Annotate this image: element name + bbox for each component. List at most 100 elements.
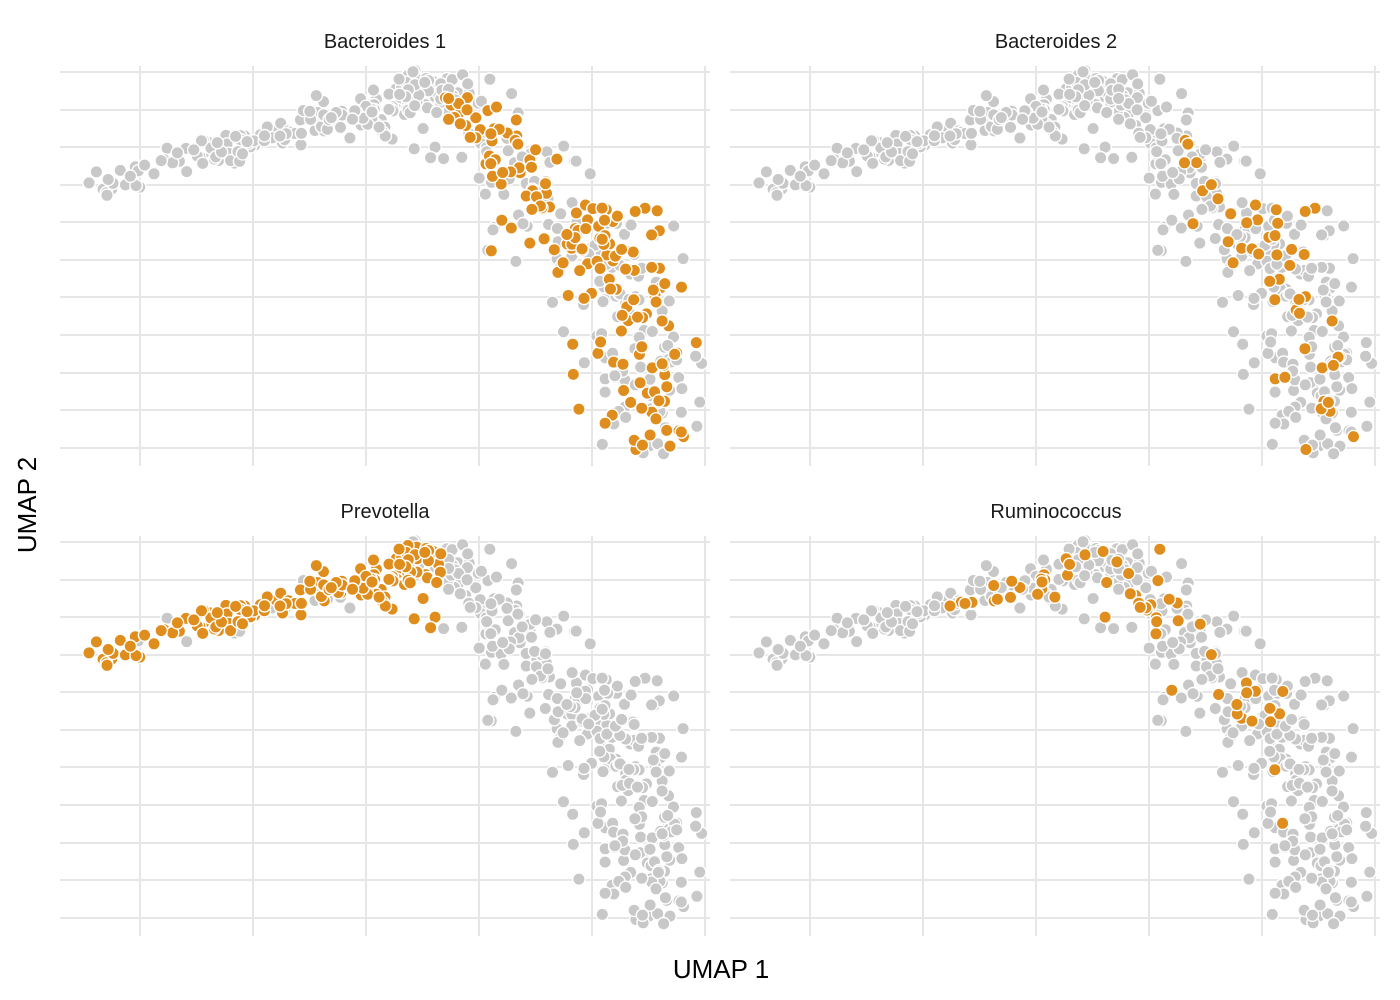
data-point-highlighted <box>623 395 638 410</box>
data-point <box>1223 676 1238 691</box>
data-point <box>482 542 497 557</box>
data-point <box>1242 263 1257 278</box>
data-point <box>543 625 557 640</box>
data-point <box>1215 765 1230 780</box>
data-point <box>345 112 360 127</box>
data-point <box>692 395 707 409</box>
data-point-highlighted <box>598 416 612 431</box>
data-point-highlighted <box>1186 216 1200 231</box>
data-point <box>1345 851 1359 866</box>
data-point-highlighted <box>990 592 1005 607</box>
data-point-highlighted <box>644 260 659 275</box>
data-point-highlighted <box>626 245 641 259</box>
data-point-highlighted <box>1151 573 1165 588</box>
data-point-highlighted <box>595 201 609 216</box>
data-point <box>856 142 871 157</box>
data-point <box>618 880 633 895</box>
data-point <box>1154 126 1168 141</box>
data-point-highlighted <box>689 335 704 350</box>
data-point <box>468 580 483 595</box>
data-point <box>905 616 920 631</box>
data-point <box>633 360 648 374</box>
data-point <box>1270 727 1284 741</box>
data-point-highlighted <box>618 262 633 276</box>
data-point-highlighted <box>495 165 510 180</box>
data-point-highlighted <box>511 137 525 152</box>
data-point <box>964 137 978 152</box>
data-point <box>294 126 309 141</box>
data-point <box>598 886 612 901</box>
data-point <box>597 683 612 698</box>
data-point-highlighted <box>674 280 689 294</box>
data-point <box>771 172 786 187</box>
data-point-highlighted <box>667 347 682 362</box>
data-point-highlighted <box>1149 626 1163 641</box>
data-point <box>660 338 675 353</box>
data-point-highlighted <box>578 221 593 236</box>
data-point <box>1319 765 1334 779</box>
data-point <box>1261 816 1275 831</box>
data-point <box>1179 254 1193 269</box>
data-point <box>522 706 537 720</box>
data-point <box>1213 155 1227 170</box>
data-point-highlighted <box>616 383 631 398</box>
data-point <box>624 218 638 232</box>
data-point-highlighted <box>403 575 418 590</box>
data-point-highlighted <box>1292 292 1306 307</box>
data-point <box>1358 349 1373 364</box>
data-point-highlighted <box>569 206 584 220</box>
data-point-highlighted <box>628 204 643 219</box>
data-point <box>1087 75 1102 90</box>
data-point <box>524 630 539 645</box>
data-point <box>1052 102 1066 117</box>
data-point <box>595 702 610 717</box>
data-point <box>423 150 438 165</box>
data-point <box>1111 582 1126 597</box>
data-point-highlighted <box>483 126 498 141</box>
data-point <box>1231 758 1246 773</box>
data-point <box>655 826 670 841</box>
data-point <box>82 175 96 190</box>
data-point <box>644 698 659 712</box>
data-point <box>650 673 665 688</box>
data-point <box>1304 261 1319 276</box>
data-point <box>516 686 530 701</box>
data-point <box>1231 288 1246 303</box>
data-point <box>1042 120 1057 135</box>
data-point <box>1314 227 1329 242</box>
data-point <box>381 102 396 117</box>
data-point <box>1313 842 1327 857</box>
data-point <box>655 784 669 798</box>
data-point <box>101 172 116 187</box>
data-point <box>1360 419 1374 434</box>
data-point <box>1265 437 1280 452</box>
data-point <box>1326 916 1341 931</box>
data-point <box>1265 907 1280 922</box>
facet-title: Ruminococcus <box>990 501 1121 523</box>
data-point-highlighted <box>302 574 317 589</box>
data-point <box>1327 276 1342 291</box>
data-point <box>1321 865 1336 880</box>
data-point-highlighted <box>483 156 498 171</box>
data-point-highlighted <box>663 439 677 453</box>
data-point <box>1150 713 1165 728</box>
data-point <box>593 805 608 819</box>
data-point <box>1133 130 1148 145</box>
data-point-highlighted <box>560 227 574 242</box>
facet-title: Bacteroides 1 <box>324 31 446 53</box>
data-point <box>474 94 489 109</box>
facet-title: Prevotella <box>341 501 431 523</box>
data-point <box>1164 213 1179 228</box>
data-point-highlighted <box>1048 590 1062 604</box>
data-point <box>1165 165 1180 180</box>
data-point <box>865 626 880 641</box>
data-point <box>1268 886 1283 901</box>
data-point <box>302 104 317 119</box>
data-point <box>824 623 839 638</box>
data-point <box>1236 837 1251 852</box>
data-point <box>472 641 487 655</box>
data-point-highlighted <box>484 243 499 258</box>
data-point <box>538 646 553 661</box>
data-point <box>565 807 580 822</box>
